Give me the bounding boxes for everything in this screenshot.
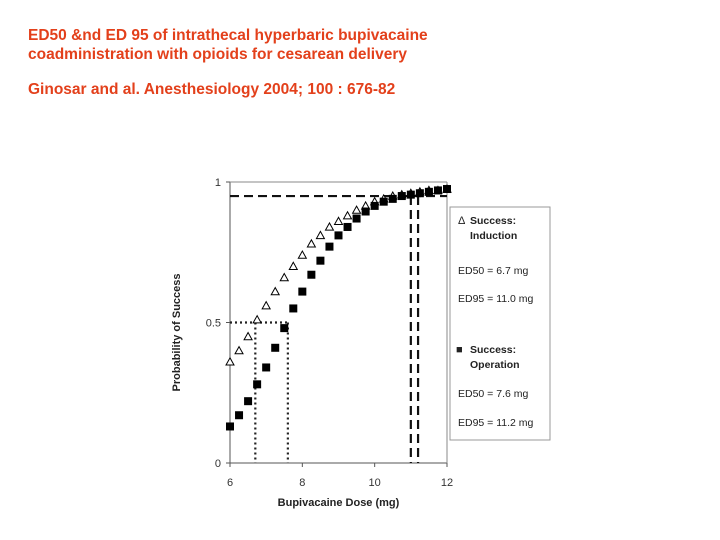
operation-point [244, 397, 253, 406]
operation-point [424, 187, 433, 196]
legend-operation-symbol: ■ [456, 344, 463, 356]
legend-induction-ed50: ED50 = 6.7 mg [458, 265, 528, 277]
operation-point [307, 270, 316, 279]
operation-point [226, 422, 234, 431]
x-axis-label: Bupivacaine Dose (mg) [278, 497, 400, 509]
induction-point [225, 356, 235, 366]
title-line-1: ED50 &nd ED 95 of intrathecal hyperbaric… [28, 27, 428, 44]
induction-point [306, 238, 317, 248]
operation-point [343, 222, 352, 231]
operation-point [280, 324, 289, 333]
axes-layer: 6 8 10 12 0 0.5 1 Bupivacaine Dose (mg) Probabil… [171, 177, 453, 509]
y-axis-label: Probability of Success [171, 274, 183, 392]
x-tick-label: 12 [441, 477, 453, 489]
slide-title: ED50 &nd ED 95 of intrathecal hyperbaric… [28, 26, 628, 64]
operation-point [443, 185, 451, 194]
induction-point [315, 230, 326, 240]
legend-induction-ed95: ED95 = 11.0 mg [458, 293, 534, 305]
dose-response-chart: 6 8 10 12 0 0.5 1 Bupivacaine Dose (mg) Probabil… [171, 177, 551, 509]
operation-point [379, 197, 388, 206]
operation-point [289, 304, 298, 313]
operation-point [415, 189, 424, 198]
operation-point [316, 256, 325, 265]
induction-point [324, 221, 335, 231]
induction-point [270, 286, 281, 296]
induction-point [333, 216, 344, 226]
operation-point [298, 287, 307, 296]
x-tick-label: 6 [227, 477, 233, 489]
induction-point [351, 205, 362, 214]
induction-point [261, 300, 272, 310]
operation-point [352, 214, 361, 223]
operation-point [361, 207, 370, 216]
title-line-2: coadministration with opioids for cesare… [28, 46, 407, 63]
y-tick-label: 0 [215, 458, 221, 470]
legend-induction-label: Success: [470, 215, 516, 227]
induction-point [234, 345, 244, 355]
legend-induction-label: Induction [470, 230, 517, 242]
operation-series [226, 185, 451, 431]
induction-point [297, 250, 308, 259]
legend-operation-label: Success: [470, 344, 516, 356]
y-tick-label: 1 [215, 177, 221, 189]
reference-lines-layer [230, 194, 447, 463]
legend-operation-label: Operation [470, 359, 520, 371]
legend-induction-symbol: Δ [458, 215, 466, 227]
x-tick-label: 10 [369, 477, 381, 489]
induction-point [288, 261, 299, 270]
operation-point [388, 194, 397, 203]
operation-point [397, 192, 406, 201]
operation-point [253, 380, 262, 389]
y-tick-label: 0.5 [206, 318, 221, 330]
citation: Ginosar and al. Anesthesiology 2004; 100… [28, 81, 396, 98]
operation-point [262, 363, 271, 372]
operation-point [271, 343, 280, 352]
operation-point [370, 201, 379, 210]
induction-point [279, 272, 290, 282]
operation-point [334, 231, 343, 240]
legend-operation-ed50: ED50 = 7.6 mg [458, 388, 528, 400]
operation-point [433, 186, 442, 195]
legend: Δ Success: Induction ED50 = 6.7 mg ED95 = 11… [449, 206, 551, 441]
operation-point [235, 411, 244, 420]
legend-operation-ed95: ED95 = 11.2 mg [458, 417, 534, 429]
legend-box [449, 206, 551, 441]
operation-point [325, 242, 334, 251]
dose-response-figure: 6 8 10 12 0 0.5 1 Bupivacaine Dose (mg) Probabil… [160, 165, 560, 525]
induction-point [243, 331, 253, 341]
x-tick-label: 8 [299, 477, 305, 489]
induction-point [252, 314, 262, 324]
operation-point [406, 190, 415, 199]
induction-point [342, 210, 353, 220]
